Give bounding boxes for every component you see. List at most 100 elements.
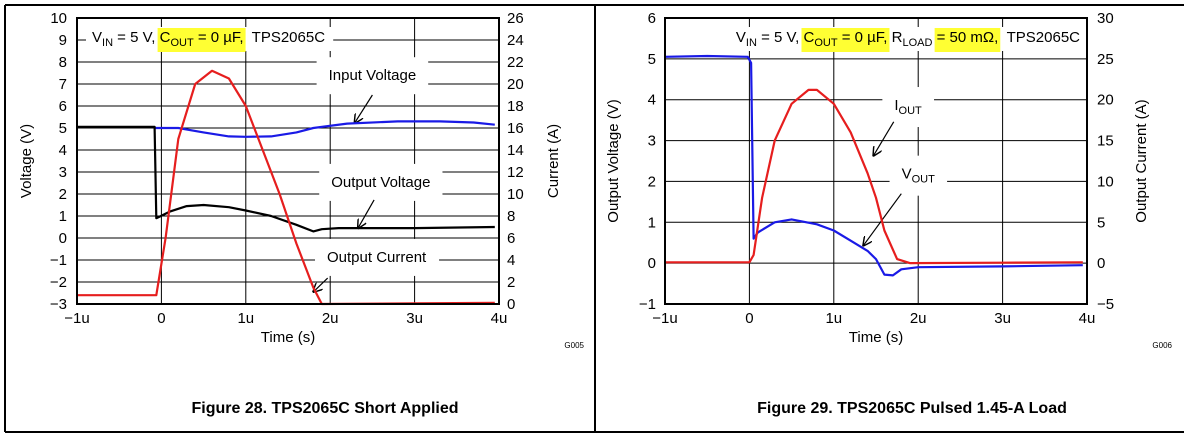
y-tick-label: 1 [648,214,656,231]
figure-28-id: G005 [564,341,584,350]
y-tick-label: 9 [59,32,67,49]
x-tick-label: 0 [157,310,165,327]
x-tick-label: 1u [825,310,842,327]
text-run: V [92,29,102,46]
y2-axis-title: Current (A) [545,124,562,198]
text-run: = 5 V, [113,29,160,46]
text-run: R [887,29,902,46]
annotation-label: Output Voltage [331,174,430,191]
y2-tick-label: 4 [507,252,515,269]
plot-frame [76,17,500,305]
annotation-label: VOUT [902,166,936,186]
text-run: = 0 µF, [194,29,244,46]
series-input-voltage-line [154,120,495,138]
figure-28-chart: 109876543210−1−2−32624222018161412108642… [18,10,562,346]
y-tick-label: 5 [648,51,656,68]
y2-tick-label: 25 [1097,51,1114,68]
annotation-label: IOUT [894,97,922,117]
y2-tick-label: 2 [507,274,515,291]
annotation-background [882,87,935,128]
plot-frame [664,17,1088,305]
highlights [801,28,1001,52]
y2-tick-label: 20 [1097,92,1114,109]
subscript: OUT [912,174,936,186]
series-iout-line [665,88,1083,265]
y2-tick-label: 10 [1097,173,1114,190]
y2-tick-label: 22 [507,54,524,71]
x-tick-label: 4u [1079,310,1096,327]
text-run: V [902,166,912,183]
conditions-text: VIN = 5 V, COUT = 0 µF, RLOAD = 50 mΩ, T… [736,29,1080,49]
figure-29-id: G006 [1152,341,1172,350]
y-tick-label: 1 [59,208,67,225]
text-run: Input Voltage [329,67,417,84]
y-tick-label: −1 [50,252,67,269]
y-tick-label: 3 [59,164,67,181]
y2-tick-label: 30 [1097,10,1114,27]
subscript: LOAD [902,37,932,49]
series-output-current-line [77,69,495,306]
y-tick-label: −3 [50,296,67,313]
conditions-text: VIN = 5 V, COUT = 0 µF, TPS2065C [92,29,325,49]
y2-tick-label: 8 [507,208,515,225]
x-axis-title: Time (s) [849,329,903,346]
y2-tick-label: 18 [507,98,524,115]
y-tick-label: 10 [50,10,67,27]
subscript: OUT [814,37,838,49]
text-run: = 0 µF, [838,29,888,46]
annotation-background [319,163,443,201]
y-tick-label: 4 [648,92,656,109]
y-tick-label: 0 [59,230,67,247]
annotation-label: Input Voltage [329,67,417,84]
y2-tick-label: 6 [507,230,515,247]
x-tick-label: 4u [491,310,508,327]
text-run: Output Voltage [331,174,430,191]
x-tick-label: −1u [652,310,677,327]
annotation-arrow [355,94,373,123]
text-run: = 50 mΩ, [937,29,999,46]
y2-tick-label: 20 [507,76,524,93]
annotation-arrow [313,277,329,292]
y2-tick-label: 15 [1097,133,1114,150]
chart-conditions-title: VIN = 5 V, COUT = 0 µF, RLOAD = 50 mΩ, T… [729,27,1089,52]
y2-tick-label: 0 [1097,255,1105,272]
annotation-background [315,238,440,276]
text-run: C [160,29,171,46]
text-run: TPS2065C [244,29,326,46]
x-tick-label: 3u [994,310,1011,327]
series-output-voltage-line [77,125,495,233]
annotation-arrow [873,121,895,156]
page-borders [4,4,1184,433]
x-tick-label: 2u [910,310,927,327]
y2-tick-label: −5 [1097,296,1114,313]
text-run: Output Current [327,249,427,266]
yellow-highlight [934,28,1001,52]
x-tick-label: −1u [64,310,89,327]
figure-28-caption: Figure 28. TPS2065C Short Applied [191,400,458,417]
x-tick-label: 1u [237,310,254,327]
yellow-highlight [157,28,246,52]
text-run: V [736,29,746,46]
y-tick-label: 2 [648,173,656,190]
title-background [729,27,1089,51]
y2-tick-label: 26 [507,10,524,27]
annotation-label: Output Current [327,249,427,266]
y-tick-label: 7 [59,76,67,93]
y-tick-label: 8 [59,54,67,71]
x-axis-title: Time (s) [261,329,315,346]
yellow-highlight [801,28,890,52]
text-run: TPS2065C [998,29,1080,46]
figure-29-caption: Figure 29. TPS2065C Pulsed 1.45-A Load [757,400,1067,417]
annotation-background [316,57,429,95]
text-run: C [803,29,814,46]
y2-tick-label: 10 [507,186,524,203]
y-tick-label: −1 [639,296,656,313]
subscript: IN [102,37,113,49]
highlights [157,28,246,52]
subscript: OUT [899,105,923,117]
y-tick-label: 6 [648,10,656,27]
y2-tick-label: 24 [507,32,524,49]
y-tick-label: 3 [648,133,656,150]
